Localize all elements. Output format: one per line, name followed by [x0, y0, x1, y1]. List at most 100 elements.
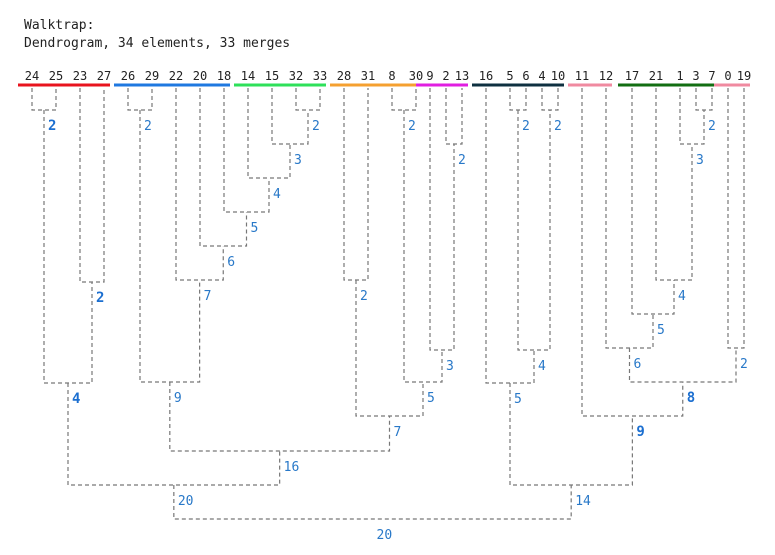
merge-size-m25: 3	[696, 153, 704, 168]
merge-size-m17: 7	[394, 425, 402, 440]
merge-link-m5	[295, 88, 321, 111]
merge-size-m30: 8	[687, 390, 695, 406]
leaf-label-30: 30	[409, 69, 423, 83]
leaf-label-15: 15	[265, 69, 279, 83]
merge-link-m16	[403, 110, 443, 383]
merge-link-m8	[223, 88, 270, 213]
leaf-label-10: 10	[551, 69, 565, 83]
merge-link-m28	[605, 88, 654, 349]
leaf-label-24: 24	[25, 69, 39, 83]
merge-size-m19: 20	[178, 494, 194, 509]
merge-link-m9	[199, 88, 248, 247]
merge-link-m20	[509, 88, 527, 111]
merge-link-m12	[391, 88, 417, 111]
leaf-label-18: 18	[217, 69, 231, 83]
merge-link-m11	[139, 110, 201, 383]
leaf-label-3: 3	[692, 69, 699, 83]
leaf-label-7: 7	[708, 69, 715, 83]
merge-link-m4	[127, 88, 153, 111]
merge-link-m33	[173, 485, 572, 520]
leaf-label-25: 25	[49, 69, 63, 83]
merge-size-m3: 4	[72, 391, 80, 407]
merge-size-m11: 9	[174, 391, 182, 406]
leaf-label-12: 12	[599, 69, 613, 83]
merge-link-m32	[509, 383, 633, 486]
leaf-label-16: 16	[479, 69, 493, 83]
merge-size-m13: 2	[360, 289, 368, 304]
dendrogram-heading: Walktrap:	[24, 18, 95, 33]
merge-link-m27	[631, 88, 675, 315]
merge-size-m20: 2	[522, 119, 530, 134]
merge-link-m29	[727, 88, 745, 349]
merge-link-m19	[67, 383, 281, 486]
merge-size-m33: 20	[377, 528, 393, 543]
leaf-label-8: 8	[388, 69, 395, 83]
merge-size-m18: 16	[284, 460, 300, 475]
leaf-label-20: 20	[193, 69, 207, 83]
merge-size-m4: 2	[144, 119, 152, 134]
merge-size-m21: 2	[554, 119, 562, 134]
merge-size-m22: 4	[538, 359, 546, 374]
merge-link-m13	[343, 88, 369, 281]
merge-size-m1: 2	[48, 118, 56, 134]
leaf-label-4: 4	[538, 69, 545, 83]
merge-size-m32: 14	[575, 494, 591, 509]
leaf-label-9: 9	[426, 69, 433, 83]
leaf-label-28: 28	[337, 69, 351, 83]
merge-link-m26	[655, 88, 693, 281]
leaf-label-11: 11	[575, 69, 589, 83]
leaf-label-1: 1	[676, 69, 683, 83]
leaf-label-0: 0	[724, 69, 731, 83]
leaf-label-29: 29	[145, 69, 159, 83]
dendrogram-subheading: Dendrogram, 34 elements, 33 merges	[24, 36, 291, 51]
merge-link-m3	[43, 110, 93, 384]
merge-link-m6	[271, 88, 309, 145]
merge-size-m15: 3	[446, 359, 454, 374]
merge-link-m21	[541, 88, 559, 111]
merge-size-m6: 3	[294, 153, 302, 168]
merge-size-m7: 4	[273, 187, 281, 202]
merge-link-m15	[429, 88, 455, 351]
merge-link-m1	[31, 88, 57, 111]
merge-size-m14: 2	[458, 153, 466, 168]
leaf-label-32: 32	[289, 69, 303, 83]
merge-size-m23: 5	[514, 392, 522, 407]
merge-size-m27: 5	[657, 323, 665, 338]
leaf-label-27: 27	[97, 69, 111, 83]
merge-size-m8: 5	[251, 221, 259, 236]
leaf-label-19: 19	[737, 69, 751, 83]
leaf-label-14: 14	[241, 69, 255, 83]
leaf-label-2: 2	[442, 69, 449, 83]
merge-link-m25	[679, 88, 705, 145]
merge-size-m28: 6	[634, 357, 642, 372]
leaf-label-22: 22	[169, 69, 183, 83]
leaf-label-13: 13	[455, 69, 469, 83]
merge-size-m16: 5	[427, 391, 435, 406]
merge-link-m14	[445, 88, 463, 145]
merge-size-m9: 6	[227, 255, 235, 270]
merge-size-m5: 2	[312, 119, 320, 134]
leaf-label-33: 33	[313, 69, 327, 83]
leaf-label-6: 6	[522, 69, 529, 83]
merge-link-m22	[517, 110, 551, 351]
leaf-label-21: 21	[649, 69, 663, 83]
leaf-label-26: 26	[121, 69, 135, 83]
merge-size-m26: 4	[678, 289, 686, 304]
merge-link-m7	[247, 88, 291, 179]
merge-size-m2: 2	[96, 290, 104, 306]
merge-size-m31: 9	[636, 424, 644, 440]
merge-link-m30	[628, 348, 737, 383]
merge-link-m31	[581, 88, 684, 417]
merge-size-m12: 2	[408, 119, 416, 134]
leaf-label-23: 23	[73, 69, 87, 83]
leaf-label-31: 31	[361, 69, 375, 83]
merge-size-m24: 2	[708, 119, 716, 134]
merge-link-m24	[695, 88, 713, 111]
leaf-label-5: 5	[506, 69, 513, 83]
merge-link-m2	[79, 88, 105, 283]
merge-size-m10: 7	[204, 289, 212, 304]
merge-size-m29: 2	[740, 357, 748, 372]
leaf-label-17: 17	[625, 69, 639, 83]
merge-link-m18	[169, 382, 391, 452]
